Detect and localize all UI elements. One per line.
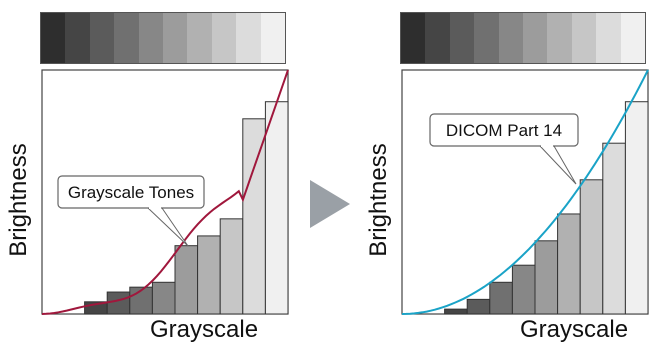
ramp-swatch bbox=[498, 13, 524, 63]
grayscale-ramp bbox=[400, 12, 646, 64]
tone-bar bbox=[242, 118, 266, 315]
ramp-swatch bbox=[236, 13, 261, 63]
tone-bar bbox=[579, 179, 604, 315]
tone-bar bbox=[444, 308, 468, 315]
ramp-swatch bbox=[163, 13, 188, 63]
callout: Grayscale Tones bbox=[57, 175, 205, 247]
ramp-swatch bbox=[571, 13, 597, 63]
ramp-swatch bbox=[620, 13, 646, 63]
callout: DICOM Part 14 bbox=[429, 113, 579, 185]
dicom-plot: DICOM Part 14 bbox=[401, 69, 649, 315]
ramp-swatch bbox=[523, 13, 548, 63]
tone-bar bbox=[151, 281, 176, 315]
ramp-swatch bbox=[89, 13, 115, 63]
tone-bar bbox=[534, 240, 559, 315]
ramp-swatch bbox=[474, 13, 499, 63]
grayscale-ramp bbox=[40, 12, 286, 64]
tone-bar bbox=[106, 291, 131, 315]
tone-bar bbox=[624, 101, 649, 315]
x-axis-label: Grayscale bbox=[520, 316, 629, 343]
gamma-plot: Grayscale Tones bbox=[41, 69, 289, 315]
ramp-swatch bbox=[449, 13, 475, 63]
ramp-swatch bbox=[65, 13, 90, 63]
left-panel: Brightness Grayscale Tones Grayscale bbox=[0, 0, 300, 347]
right-panel: Brightness DICOM Part 14 Grayscale bbox=[360, 0, 660, 347]
response-curve bbox=[41, 69, 289, 315]
callout-label: Grayscale Tones bbox=[68, 183, 194, 202]
ramp-swatch bbox=[547, 13, 572, 63]
tone-bar bbox=[466, 298, 491, 315]
ramp-swatch bbox=[187, 13, 212, 63]
y-axis-label: Brightness bbox=[5, 143, 32, 257]
ramp-swatch bbox=[401, 13, 426, 63]
tone-bar bbox=[511, 264, 536, 315]
response-curve bbox=[401, 69, 649, 315]
y-axis-label: Brightness bbox=[365, 143, 392, 257]
ramp-swatch bbox=[41, 13, 66, 63]
tone-bar bbox=[557, 213, 581, 315]
ramp-swatch bbox=[596, 13, 621, 63]
ramp-swatch bbox=[425, 13, 450, 63]
ramp-swatch bbox=[138, 13, 164, 63]
callout-label: DICOM Part 14 bbox=[446, 121, 562, 140]
tone-bar bbox=[174, 245, 199, 315]
tone-bar bbox=[264, 101, 289, 315]
tone-bar bbox=[219, 218, 244, 315]
ramp-swatch bbox=[211, 13, 237, 63]
tone-bar bbox=[489, 281, 513, 315]
x-axis-label: Grayscale bbox=[150, 316, 259, 343]
ramp-swatch bbox=[260, 13, 286, 63]
transition-arrow-icon bbox=[310, 180, 350, 228]
tone-bar bbox=[602, 142, 626, 315]
ramp-swatch bbox=[114, 13, 139, 63]
tone-bar bbox=[197, 235, 221, 315]
